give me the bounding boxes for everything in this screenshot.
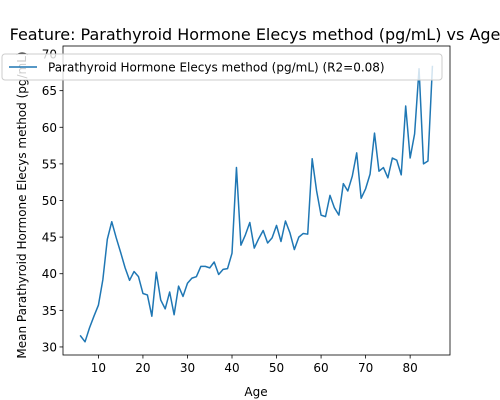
legend: Parathyroid Hormone Elecys method (pg/mL… [1, 53, 443, 81]
y-tick-label: 50 [42, 194, 57, 208]
y-axis-label: Mean Parathyroid Hormone Elecys method (… [15, 51, 29, 358]
x-axis-label: Age [244, 385, 267, 399]
x-tick-label: 10 [91, 361, 106, 375]
y-tick-label: 35 [42, 304, 57, 318]
x-tick-label: 20 [135, 361, 150, 375]
y-tick-label: 65 [42, 84, 57, 98]
y-tick-label: 55 [42, 157, 57, 171]
y-tick-label: 45 [42, 231, 57, 245]
chart-title: Feature: Parathyroid Hormone Elecys meth… [10, 25, 500, 44]
y-tick-label: 40 [42, 267, 57, 281]
legend-frame [1, 53, 443, 81]
x-tick-label: 80 [403, 361, 418, 375]
x-tick-label: 60 [313, 361, 328, 375]
x-tick-label: 30 [180, 361, 195, 375]
legend-entry-label: Parathyroid Hormone Elecys method (pg/mL… [48, 61, 385, 75]
y-tick-label: 30 [42, 340, 57, 354]
series-line-0 [79, 65, 434, 343]
x-tick-label: 50 [269, 361, 284, 375]
x-tick-label: 70 [358, 361, 373, 375]
x-tick-label: 40 [224, 361, 239, 375]
y-tick-label: 60 [42, 121, 57, 135]
